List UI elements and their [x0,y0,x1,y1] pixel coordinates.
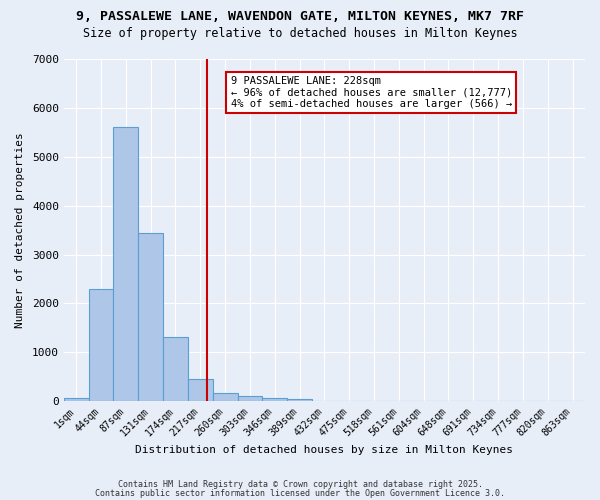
Bar [89,289,113,401]
Bar [188,378,213,401]
Text: Size of property relative to detached houses in Milton Keynes: Size of property relative to detached ho… [83,28,517,40]
Bar [113,128,138,401]
Bar [138,232,163,401]
Text: 9 PASSALEWE LANE: 228sqm
← 96% of detached houses are smaller (12,777)
4% of sem: 9 PASSALEWE LANE: 228sqm ← 96% of detach… [230,76,512,110]
Bar [262,398,287,401]
Bar [287,399,312,401]
Text: 9, PASSALEWE LANE, WAVENDON GATE, MILTON KEYNES, MK7 7RF: 9, PASSALEWE LANE, WAVENDON GATE, MILTON… [76,10,524,23]
X-axis label: Distribution of detached houses by size in Milton Keynes: Distribution of detached houses by size … [136,445,514,455]
Text: Contains public sector information licensed under the Open Government Licence 3.: Contains public sector information licen… [95,489,505,498]
Bar [238,396,262,401]
Y-axis label: Number of detached properties: Number of detached properties [15,132,25,328]
Text: Contains HM Land Registry data © Crown copyright and database right 2025.: Contains HM Land Registry data © Crown c… [118,480,482,489]
Bar [163,336,188,401]
Bar [64,398,89,401]
Bar [213,393,238,401]
